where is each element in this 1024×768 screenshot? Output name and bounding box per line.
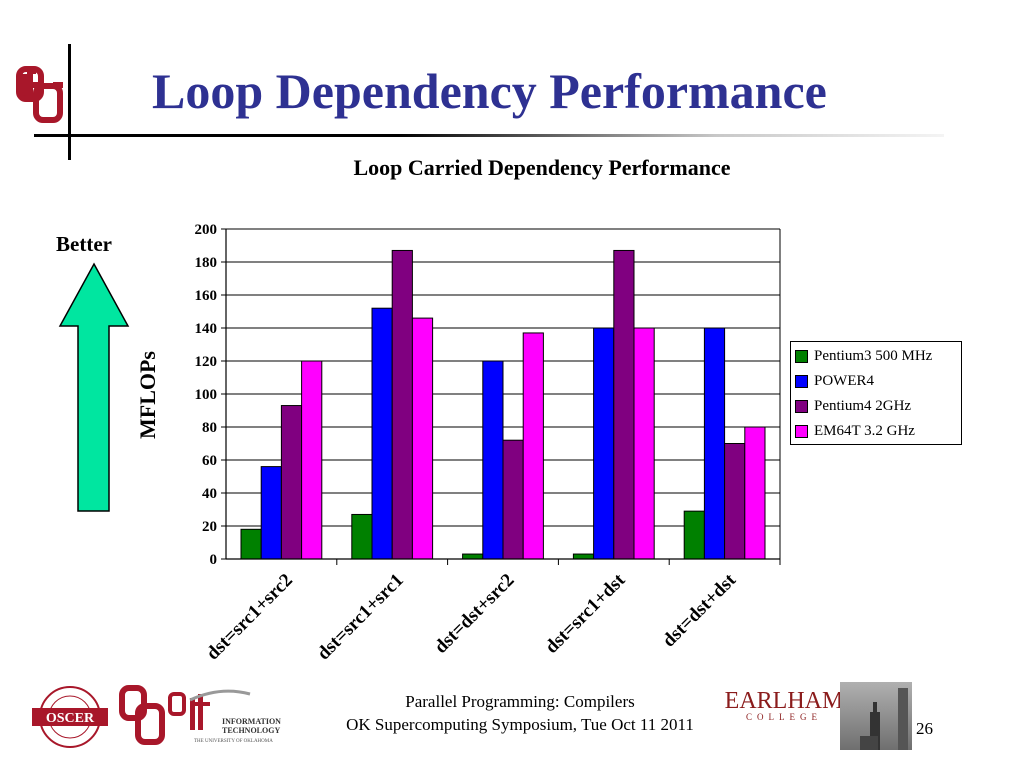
bar (411, 317, 434, 560)
x-tick-label: dst=src1+src2 (202, 570, 297, 665)
y-tick-label: 200 (195, 222, 218, 238)
it-logo-line2: TECHNOLOGY (222, 726, 280, 735)
y-tick-label: 60 (202, 453, 217, 469)
y-tick-label: 140 (195, 321, 218, 337)
x-tick-label: dst=src1+src1 (313, 570, 408, 665)
skyline-photo (840, 682, 912, 750)
earlham-logo-name: EARLHAM (725, 688, 844, 714)
y-tick-label: 80 (202, 420, 217, 436)
earlham-logo-sub: COLLEGE (746, 712, 822, 722)
bar (572, 553, 595, 560)
y-tick-label: 120 (195, 354, 218, 370)
y-axis-label: MFLOPs (135, 351, 160, 439)
bar (683, 510, 705, 560)
legend-swatch (795, 425, 808, 438)
legend-item: Pentium3 500 MHz (795, 344, 961, 369)
header-horizontal-rule (34, 134, 944, 137)
bar (280, 405, 303, 560)
it-logo-line1: INFORMATION (222, 717, 281, 726)
bar (613, 249, 635, 560)
bar (391, 249, 413, 560)
chart-legend: Pentium3 500 MHz POWER4 Pentium4 2GHz EM64T… (790, 341, 962, 445)
legend-swatch (795, 350, 808, 363)
oscer-logo: OSCER (32, 686, 108, 748)
legend-label: Pentium3 500 MHz (814, 348, 933, 364)
y-tick-label: 100 (195, 387, 218, 403)
footer-line-1: Parallel Programming: Compilers (405, 692, 635, 711)
bar (724, 443, 746, 560)
legend-label: POWER4 (814, 373, 874, 389)
page-number: 26 (916, 719, 933, 738)
x-tick-label: dst=dst+dst (658, 569, 740, 651)
earlham-logo: EARLHAM COLLEGE (725, 688, 844, 722)
legend-label: Pentium4 2GHz (814, 398, 912, 414)
legend-item: Pentium4 2GHz (795, 394, 961, 419)
legend-item: EM64T 3.2 GHz (795, 419, 961, 444)
legend-swatch (795, 375, 808, 388)
y-tick-label: 40 (202, 486, 217, 502)
bar (482, 360, 504, 560)
x-tick-label: dst=dst+src2 (430, 570, 518, 658)
bar (351, 513, 373, 560)
better-label: Better (56, 232, 112, 256)
y-tick-label: 160 (195, 288, 218, 304)
ou-logo-footer (119, 685, 165, 745)
oscer-logo-text: OSCER (46, 711, 95, 726)
bar (703, 327, 726, 560)
it-logo-sub: THE UNIVERSITY OF OKLAHOMA (194, 739, 273, 744)
it-logo: INFORMATION TECHNOLOGY THE UNIVERSITY OF… (168, 689, 281, 744)
legend-item: POWER4 (795, 369, 961, 394)
bar (240, 528, 262, 560)
chart-title: Loop Carried Dependency Performance (353, 155, 731, 180)
legend-label: EM64T 3.2 GHz (814, 423, 915, 439)
chart-plot: 0 20 40 60 80 100 120 140 160 180 200 dst=src1+src2… (195, 222, 781, 665)
footer-line-2: OK Supercomputing Symposium, Tue Oct 11 … (346, 715, 694, 734)
bar (593, 327, 615, 560)
bar (260, 466, 282, 560)
bar (462, 553, 484, 560)
bar (371, 307, 393, 560)
bar (522, 332, 544, 560)
y-tick-label: 0 (210, 552, 218, 568)
ou-logo-header (16, 66, 63, 123)
y-tick-label: 180 (195, 255, 218, 271)
y-tick-label: 20 (202, 519, 217, 535)
bar (633, 327, 655, 560)
bar (502, 439, 524, 560)
header-vertical-rule (68, 44, 71, 160)
bar (301, 360, 323, 560)
legend-swatch (795, 400, 808, 413)
better-arrow-icon (58, 262, 130, 512)
x-tick-label: dst=src1+dst (541, 569, 630, 658)
slide-title: Loop Dependency Performance (152, 63, 827, 119)
bar (744, 426, 766, 560)
